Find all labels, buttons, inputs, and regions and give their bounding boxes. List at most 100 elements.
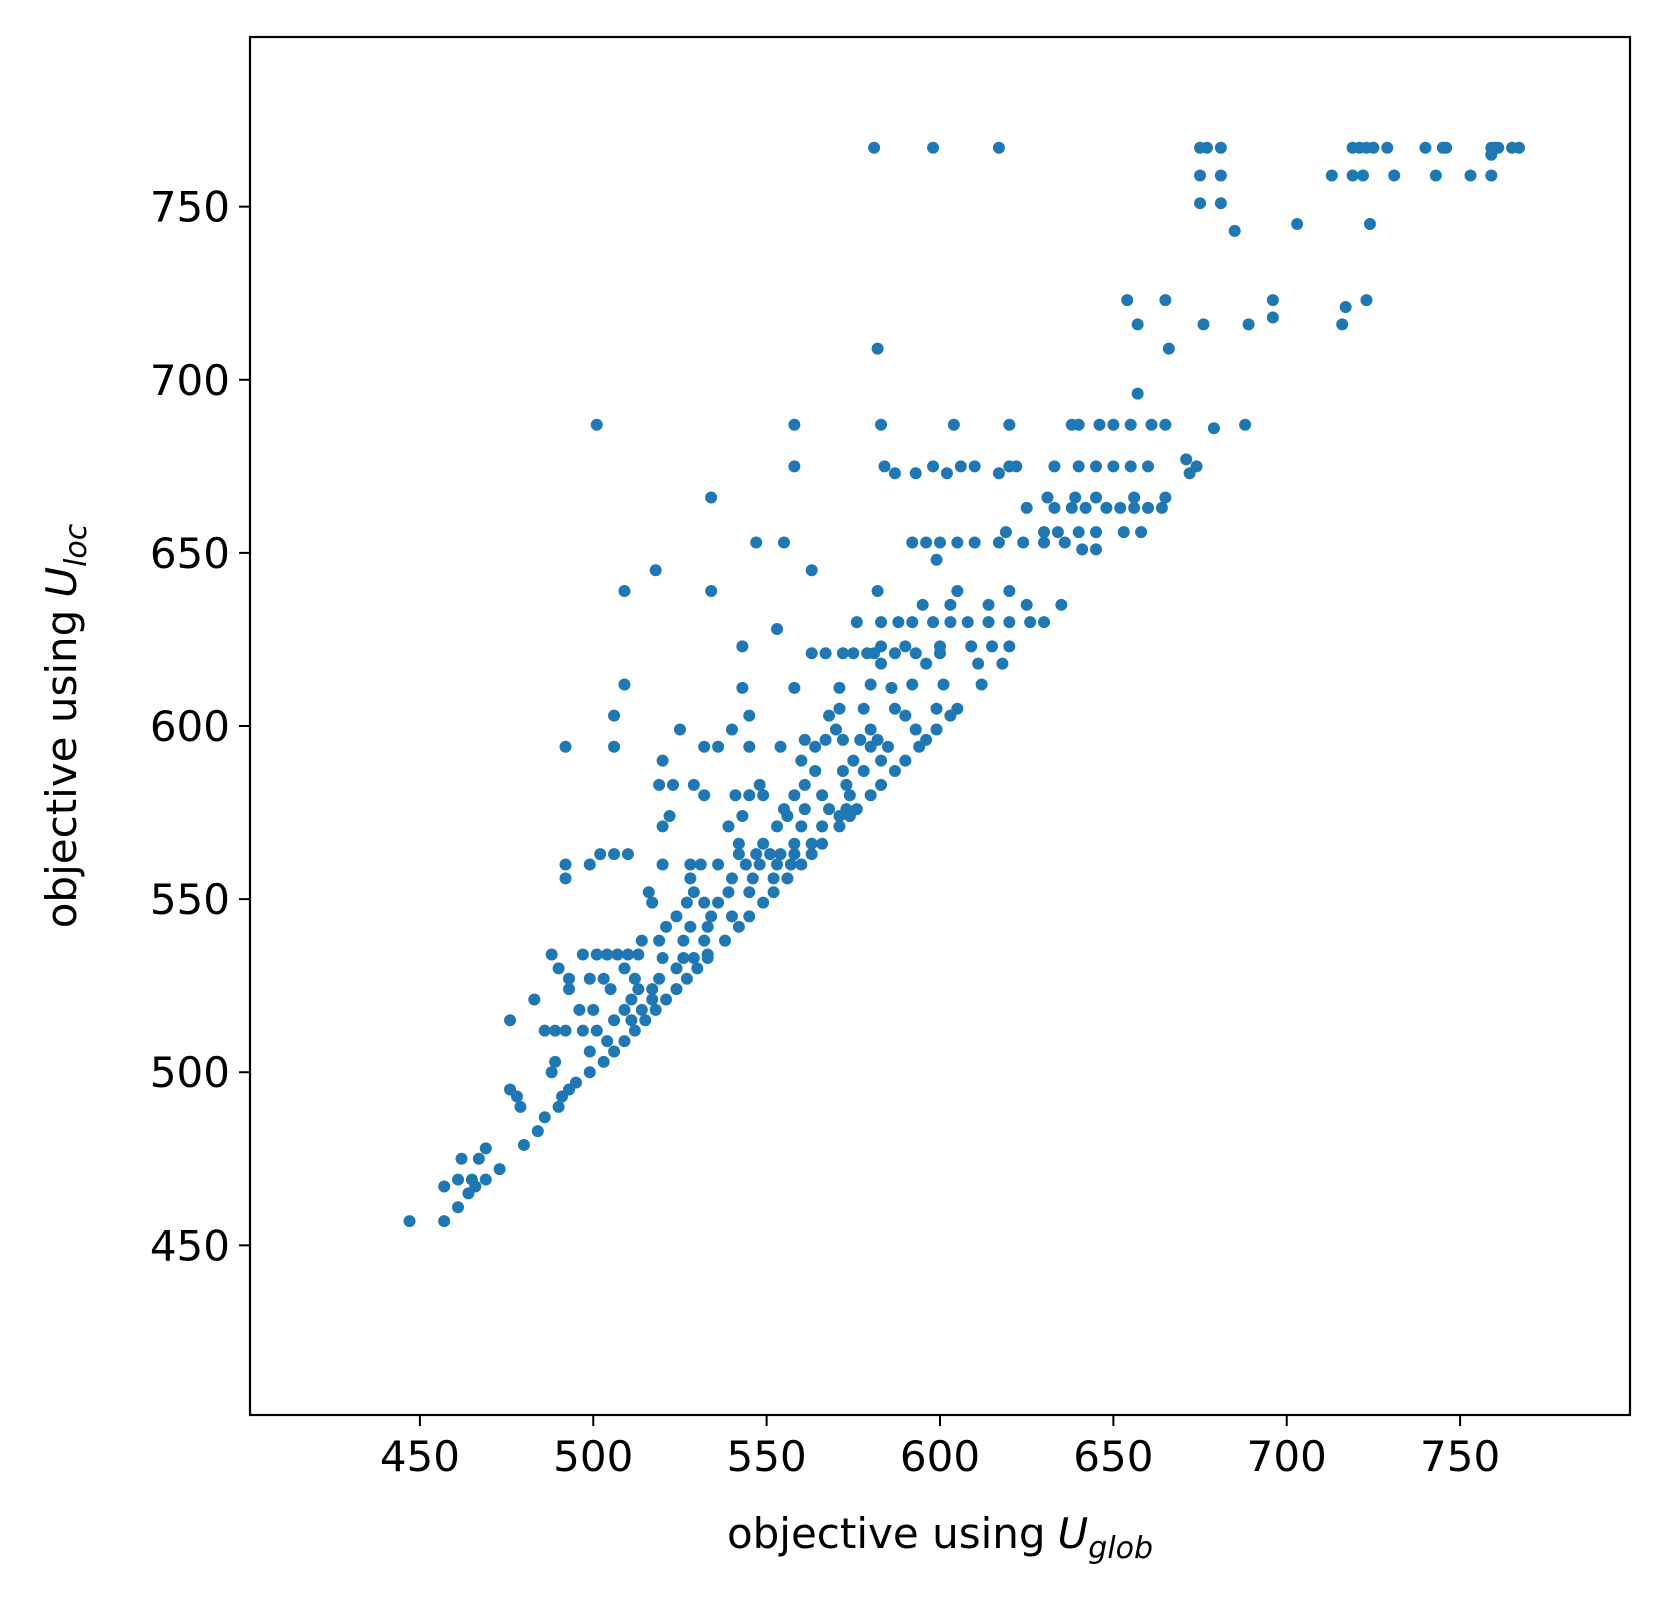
- point: [1072, 526, 1085, 539]
- point: [1090, 491, 1103, 504]
- point: [764, 848, 777, 861]
- point: [722, 820, 735, 833]
- point: [875, 657, 888, 670]
- point: [725, 723, 738, 736]
- point: [850, 616, 863, 629]
- point: [590, 948, 603, 961]
- point: [698, 789, 711, 802]
- point: [531, 1125, 544, 1138]
- point: [909, 467, 922, 480]
- point: [906, 678, 919, 691]
- point: [833, 681, 846, 694]
- point: [705, 910, 718, 923]
- point: [1142, 460, 1155, 473]
- point: [732, 848, 745, 861]
- point: [864, 740, 877, 753]
- point: [587, 1003, 600, 1016]
- point: [725, 872, 738, 885]
- point: [864, 723, 877, 736]
- point: [1142, 501, 1155, 514]
- point: [875, 418, 888, 431]
- point: [743, 740, 756, 753]
- point: [452, 1201, 465, 1214]
- point: [1485, 169, 1498, 182]
- point: [823, 709, 836, 722]
- point: [1107, 418, 1120, 431]
- point: [698, 740, 711, 753]
- point: [781, 810, 794, 823]
- point: [632, 983, 645, 996]
- point: [868, 141, 881, 154]
- point: [1357, 169, 1370, 182]
- point: [1128, 501, 1141, 514]
- point: [930, 723, 943, 736]
- point: [1124, 460, 1137, 473]
- y-tick-label: 450: [150, 1221, 230, 1270]
- point: [559, 872, 572, 885]
- point: [784, 858, 797, 871]
- point: [857, 765, 870, 778]
- point: [767, 886, 780, 899]
- point: [819, 647, 832, 660]
- point: [788, 848, 801, 861]
- point: [549, 1024, 562, 1037]
- point: [930, 702, 943, 715]
- point: [968, 460, 981, 473]
- point: [1024, 616, 1037, 629]
- point: [545, 1066, 558, 1079]
- point: [1131, 318, 1144, 331]
- point: [743, 709, 756, 722]
- point: [452, 1173, 465, 1186]
- point: [892, 616, 905, 629]
- point: [687, 778, 700, 791]
- point: [1346, 169, 1359, 182]
- point: [927, 616, 940, 629]
- point: [788, 837, 801, 850]
- point: [1048, 460, 1061, 473]
- point: [805, 837, 818, 850]
- point: [798, 733, 811, 746]
- point: [1003, 616, 1016, 629]
- point: [975, 678, 988, 691]
- point: [583, 858, 596, 871]
- point: [1180, 453, 1193, 466]
- point: [1367, 141, 1380, 154]
- point: [701, 951, 714, 964]
- point: [656, 858, 669, 871]
- point: [656, 754, 669, 767]
- point: [1058, 536, 1071, 549]
- x-tick-label: 750: [1420, 1432, 1500, 1481]
- point: [944, 709, 957, 722]
- point: [840, 778, 853, 791]
- point: [1041, 491, 1054, 504]
- point: [934, 536, 946, 549]
- point: [545, 948, 558, 961]
- y-tick-label: 700: [150, 356, 230, 405]
- point: [608, 709, 621, 722]
- point: [757, 896, 770, 909]
- point: [653, 972, 666, 985]
- point: [462, 1187, 475, 1200]
- point: [823, 803, 836, 816]
- point: [951, 584, 964, 597]
- point: [479, 1173, 492, 1186]
- point: [670, 962, 683, 975]
- point: [608, 848, 621, 861]
- point: [1017, 536, 1030, 549]
- point: [1360, 294, 1373, 307]
- point: [732, 920, 745, 933]
- point: [992, 467, 1005, 480]
- point: [774, 740, 787, 753]
- point: [913, 740, 926, 753]
- point: [677, 934, 690, 947]
- point: [771, 820, 784, 833]
- point: [1072, 418, 1085, 431]
- point: [673, 723, 686, 736]
- point: [403, 1215, 416, 1228]
- point: [684, 858, 697, 871]
- point: [864, 678, 877, 691]
- point: [660, 920, 673, 933]
- point: [757, 789, 770, 802]
- point: [767, 872, 780, 885]
- point: [888, 702, 901, 715]
